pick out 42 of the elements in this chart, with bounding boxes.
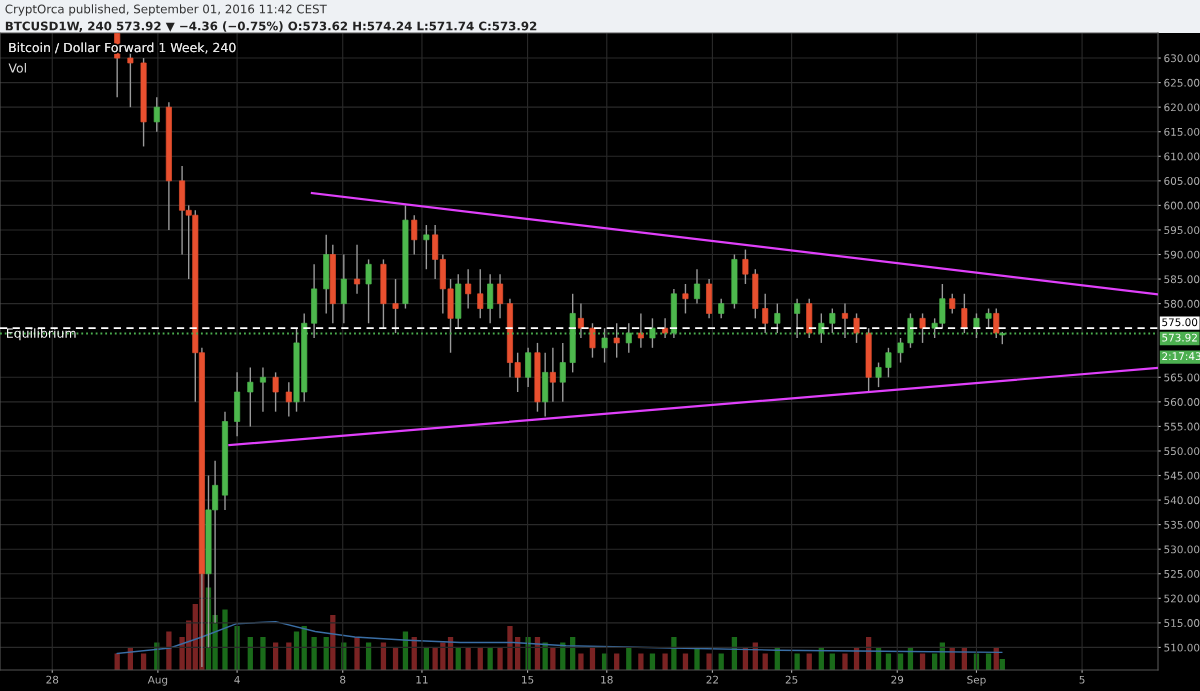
x-tick-label: 4 [234,675,240,684]
x-tick-label: 18 [601,675,613,684]
y-tick-label: 565.00 [1164,373,1200,382]
x-tick-label: Aug [147,675,168,686]
x-tick-label: 8 [340,675,346,684]
y-tick-label: 560.00 [1164,398,1200,406]
y-tick-label: 595.00 [1164,226,1200,235]
y-tick-label: 605.00 [1164,177,1200,185]
text: 575.00 [1162,318,1198,327]
chart-title: Vol [8,63,26,73]
y-tick-label: 525.00 [1164,569,1200,578]
y-tick-label: 590.00 [1164,250,1200,259]
chart-subtitle: BTCUSD1W, 240 573.92 ▼ −4.36 (−0.75%) O:573.62 H:574.24 L:571.74 C:573.92 [5,21,537,32]
y-tick-label: 630.00 [1164,54,1200,63]
y-tick-label: 610.00 [1164,152,1200,161]
y-tick-label: 585.00 [1164,275,1200,284]
y-tick-label: 520.00 [1164,594,1200,603]
y-tick-label: 515.00 [1164,619,1200,627]
y-tick-label: 580.00 [1164,299,1200,308]
x-tick-label: 25 [785,675,798,684]
y-tick-label: 615.00 [1164,127,1200,136]
x-tick-label: 5 [1079,675,1085,684]
x-tick-label: 11 [416,675,428,684]
y-tick-label: 625.00 [1164,78,1200,87]
x-tick-label: 28 [46,675,59,684]
y-tick-label: 530.00 [1164,545,1200,554]
x-tick-label: 29 [891,675,904,684]
text: 2:17:43 [1162,352,1200,361]
y-tick-label: 550.00 [1164,447,1200,456]
x-tick-label: Sep [967,675,986,686]
x-tick-label: 15 [522,675,534,684]
y-tick-label: 540.00 [1164,496,1200,505]
ref-line-label: Equilibrium [7,328,76,341]
y-tick-label: 555.00 [1164,422,1200,431]
text: CryptOrca published, September 01, 2016 11:42 CEST [5,4,327,16]
y-tick-label: 600.00 [1164,201,1200,210]
y-tick-label: 545.00 [1164,471,1200,480]
ref-line-label: 573.92 [1162,333,1197,342]
y-tick-label: 510.00 [1164,643,1200,652]
x-tick-label: 22 [706,675,718,684]
y-tick-label: 535.00 [1164,520,1200,529]
y-tick-label: 620.00 [1164,103,1200,112]
